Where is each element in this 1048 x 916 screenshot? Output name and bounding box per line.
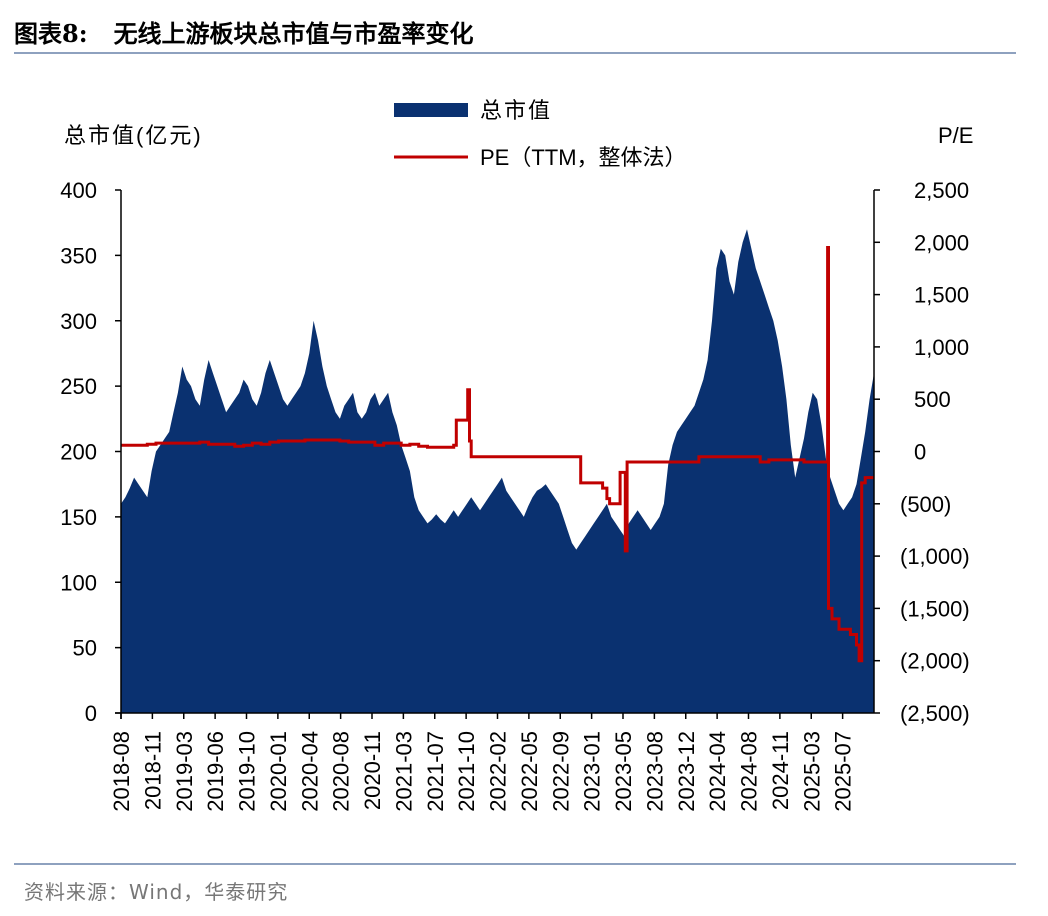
- x-tick-label: 2019-06: [203, 731, 228, 812]
- title-rule: [14, 52, 1016, 54]
- x-tick-label: 2021-03: [391, 731, 416, 812]
- figure-title: 图表8: 无线上游板块总市值与市盈率变化: [14, 14, 474, 49]
- x-tick-label: 2025-03: [799, 731, 824, 812]
- x-tick-label: 2021-07: [423, 731, 448, 812]
- right-tick-label: (2,000): [900, 649, 970, 674]
- x-tick-label: 2023-08: [642, 731, 667, 812]
- source-rule: [14, 863, 1016, 865]
- right-axis-title: P/E: [938, 123, 973, 148]
- right-tick-label: (1,500): [900, 596, 970, 621]
- x-tick-label: 2024-08: [737, 731, 762, 812]
- x-tick-label: 2023-05: [611, 731, 636, 812]
- right-tick-label: 2,000: [914, 230, 969, 255]
- x-tick-label: 2021-10: [454, 731, 479, 812]
- x-tick-label: 2019-10: [235, 731, 260, 812]
- left-tick-label: 400: [60, 178, 97, 203]
- x-tick-label: 2023-01: [580, 731, 605, 812]
- left-tick-label: 250: [60, 374, 97, 399]
- left-tick-label: 0: [85, 701, 97, 726]
- left-axis-title: 总市值(亿元): [64, 123, 203, 148]
- market-cap-area-layer: [121, 229, 874, 713]
- right-tick-label: (500): [900, 492, 951, 517]
- legend: 总市值 PE（TTM，整体法）: [394, 98, 687, 170]
- x-tick-label: 2025-07: [831, 731, 856, 812]
- x-tick-label: 2018-11: [140, 731, 165, 810]
- figure-label: 图表8:: [14, 19, 88, 48]
- market-cap-area: [121, 229, 874, 713]
- left-tick-label: 350: [60, 243, 97, 268]
- right-tick-label: 2,500: [914, 178, 969, 203]
- legend-label-pe: PE（TTM，整体法）: [480, 145, 687, 170]
- left-tick-label: 50: [73, 636, 97, 661]
- right-tick-label: (2,500): [900, 701, 970, 726]
- left-tick-label: 200: [60, 440, 97, 465]
- left-tick-label: 300: [60, 309, 97, 334]
- right-tick-label: 500: [914, 387, 951, 412]
- x-tick-label: 2020-01: [266, 731, 291, 812]
- x-tick-label: 2023-12: [674, 731, 699, 812]
- x-tick-label: 2024-11: [768, 731, 793, 810]
- x-tick-label: 2022-09: [548, 731, 573, 812]
- x-tick-label: 2018-08: [109, 731, 134, 812]
- figure-title-text: 无线上游板块总市值与市盈率变化: [113, 19, 474, 48]
- source-note: 资料来源：Wind，华泰研究: [24, 880, 289, 904]
- right-tick-label: 1,000: [914, 335, 969, 360]
- left-tick-label: 100: [60, 570, 97, 595]
- left-tick-label: 150: [60, 505, 97, 530]
- x-tick-label: 2022-05: [517, 731, 542, 812]
- right-tick-label: (1,000): [900, 544, 970, 569]
- right-tick-label: 0: [914, 440, 926, 465]
- axes-layer: 0 50 100 150 200 250 300 350 400 (2,500) (2,000) (1…: [60, 178, 969, 812]
- legend-swatch-market-cap: [394, 103, 468, 117]
- right-tick-label: 1,500: [914, 283, 969, 308]
- x-tick-label: 2024-04: [705, 731, 730, 812]
- x-tick-label: 2020-08: [329, 731, 354, 812]
- x-tick-label: 2019-03: [172, 731, 197, 812]
- x-tick-label: 2020-11: [360, 731, 385, 810]
- x-tick-label: 2020-04: [297, 731, 322, 812]
- pe-line-layer: [121, 246, 874, 663]
- legend-label-market-cap: 总市值: [480, 98, 552, 123]
- x-tick-label: 2022-02: [486, 731, 511, 812]
- pe-line: [121, 246, 874, 663]
